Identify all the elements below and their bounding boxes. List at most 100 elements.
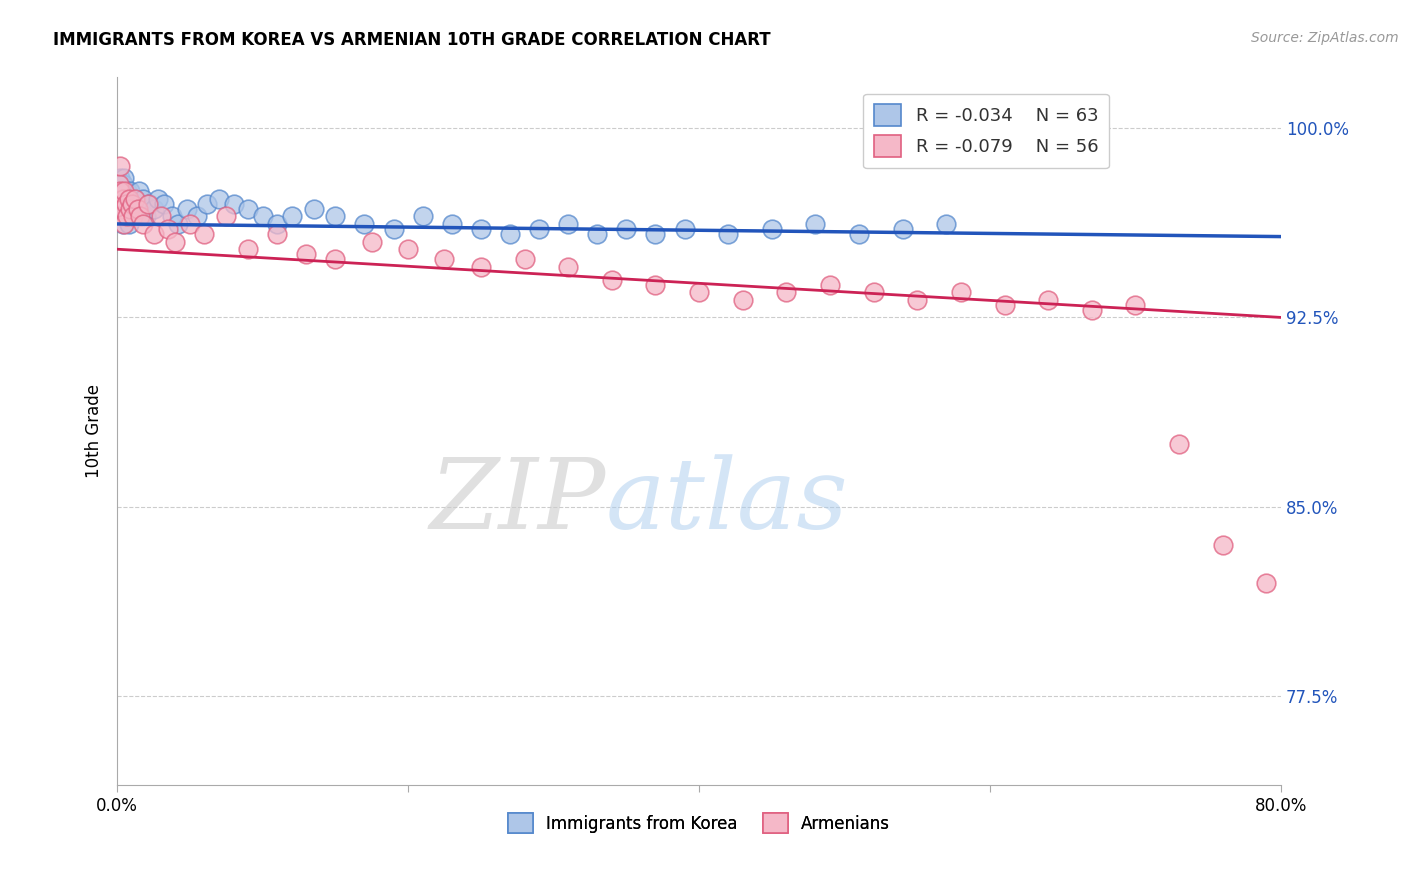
- Point: [114, 171, 136, 186]
- Point: [325, 210, 347, 224]
- Y-axis label: 10th Grade: 10th Grade: [86, 384, 103, 478]
- Point: [125, 210, 148, 224]
- Point: [644, 227, 666, 241]
- Text: atlas: atlas: [606, 454, 849, 549]
- Point: [353, 217, 375, 231]
- Point: [433, 252, 456, 267]
- Point: [120, 184, 142, 198]
- Point: [118, 217, 141, 231]
- Point: [325, 252, 347, 267]
- Point: [131, 210, 153, 224]
- Point: [136, 196, 159, 211]
- Point: [761, 222, 783, 236]
- Point: [993, 298, 1015, 312]
- Point: [891, 222, 914, 236]
- Text: IMMIGRANTS FROM KOREA VS ARMENIAN 10TH GRADE CORRELATION CHART: IMMIGRANTS FROM KOREA VS ARMENIAN 10TH G…: [53, 31, 770, 49]
- Point: [1256, 575, 1278, 590]
- Point: [118, 196, 141, 211]
- Point: [818, 277, 841, 292]
- Point: [470, 260, 492, 274]
- Point: [129, 202, 152, 216]
- Point: [1299, 302, 1322, 317]
- Point: [165, 235, 187, 249]
- Point: [157, 222, 180, 236]
- Point: [266, 227, 288, 241]
- Point: [114, 184, 136, 198]
- Point: [1125, 298, 1147, 312]
- Point: [775, 285, 797, 300]
- Point: [1284, 298, 1306, 312]
- Point: [121, 196, 143, 211]
- Point: [122, 202, 145, 216]
- Point: [117, 184, 139, 198]
- Text: ZIP: ZIP: [430, 454, 606, 549]
- Point: [146, 192, 169, 206]
- Point: [614, 222, 637, 236]
- Point: [108, 159, 131, 173]
- Point: [412, 210, 434, 224]
- Point: [1313, 293, 1336, 307]
- Point: [124, 192, 146, 206]
- Text: Source: ZipAtlas.com: Source: ZipAtlas.com: [1251, 31, 1399, 45]
- Point: [121, 210, 143, 224]
- Point: [236, 242, 259, 256]
- Point: [127, 202, 149, 216]
- Point: [382, 222, 405, 236]
- Point: [360, 235, 382, 249]
- Point: [108, 171, 131, 186]
- Point: [117, 210, 139, 224]
- Point: [121, 196, 143, 211]
- Point: [862, 285, 884, 300]
- Point: [128, 184, 150, 198]
- Point: [120, 202, 142, 216]
- Point: [110, 196, 132, 211]
- Point: [167, 217, 190, 231]
- Point: [111, 202, 134, 216]
- Point: [129, 210, 152, 224]
- Point: [114, 196, 136, 211]
- Point: [731, 293, 754, 307]
- Point: [135, 210, 157, 224]
- Point: [107, 177, 129, 191]
- Point: [110, 184, 132, 198]
- Point: [1081, 302, 1104, 317]
- Point: [118, 192, 141, 206]
- Point: [110, 210, 132, 224]
- Point: [215, 210, 238, 224]
- Point: [152, 196, 174, 211]
- Point: [302, 202, 325, 216]
- Point: [132, 192, 155, 206]
- Point: [107, 202, 129, 216]
- Point: [111, 192, 134, 206]
- Point: [162, 210, 184, 224]
- Point: [149, 210, 172, 224]
- Point: [295, 247, 318, 261]
- Point: [440, 217, 463, 231]
- Point: [848, 227, 870, 241]
- Point: [252, 210, 274, 224]
- Point: [176, 202, 198, 216]
- Point: [717, 227, 740, 241]
- Point: [396, 242, 419, 256]
- Point: [949, 285, 972, 300]
- Point: [470, 222, 492, 236]
- Point: [236, 202, 259, 216]
- Point: [111, 177, 134, 191]
- Point: [266, 217, 288, 231]
- Point: [186, 210, 208, 224]
- Point: [499, 227, 522, 241]
- Point: [179, 217, 201, 231]
- Point: [557, 217, 579, 231]
- Point: [600, 272, 623, 286]
- Legend: Immigrants from Korea, Armenians: Immigrants from Korea, Armenians: [502, 806, 897, 840]
- Point: [124, 192, 146, 206]
- Point: [127, 196, 149, 211]
- Point: [208, 192, 231, 206]
- Point: [935, 217, 957, 231]
- Point: [117, 210, 139, 224]
- Point: [122, 210, 145, 224]
- Point: [111, 217, 134, 231]
- Point: [281, 210, 304, 224]
- Point: [115, 192, 138, 206]
- Point: [1038, 293, 1060, 307]
